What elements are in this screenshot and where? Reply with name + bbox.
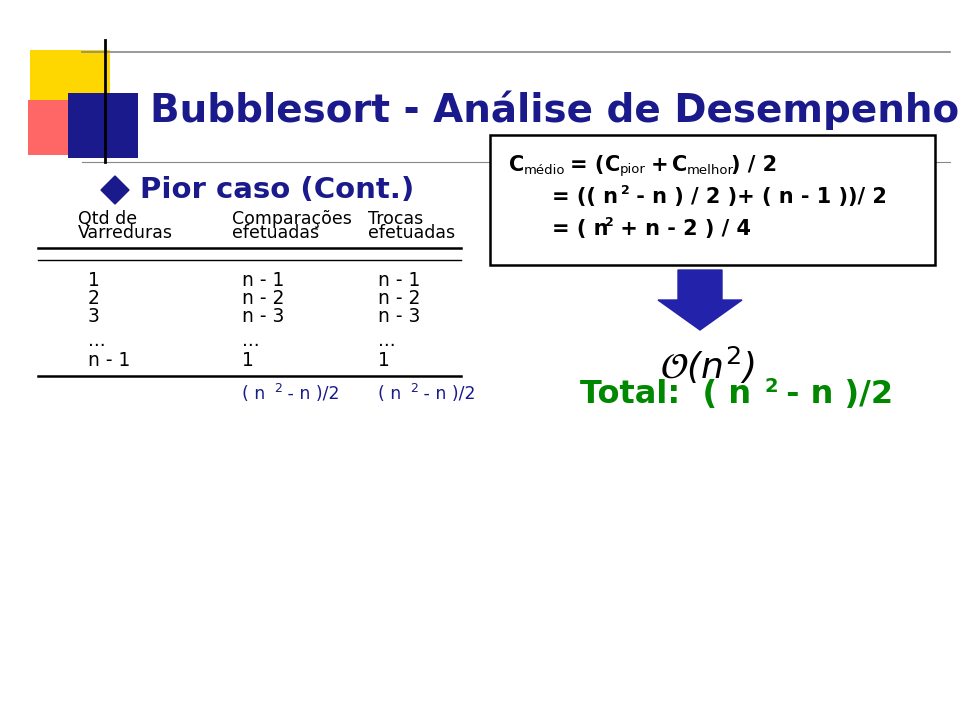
- Text: 2: 2: [410, 382, 418, 395]
- Text: n - 3: n - 3: [242, 307, 284, 325]
- Text: - n ) / 2 )+ ( n - 1 ))/ 2: - n ) / 2 )+ ( n - 1 ))/ 2: [629, 187, 887, 207]
- Text: Total:  ( n: Total: ( n: [580, 379, 751, 410]
- Text: $\mathbf{C}$: $\mathbf{C}$: [508, 155, 524, 175]
- Text: n - 3: n - 3: [378, 307, 420, 325]
- Text: 1: 1: [88, 271, 100, 289]
- Text: Bubblesort - Análise de Desempenho: Bubblesort - Análise de Desempenho: [150, 90, 959, 130]
- Text: - n )/2: - n )/2: [282, 385, 340, 403]
- Text: = ( n: = ( n: [552, 219, 609, 239]
- Text: ...: ...: [378, 330, 396, 349]
- Polygon shape: [101, 176, 129, 204]
- Text: Comparações: Comparações: [232, 210, 352, 228]
- Text: Qtd de: Qtd de: [78, 210, 137, 228]
- Text: + n - 2 ) / 4: + n - 2 ) / 4: [613, 219, 751, 239]
- Text: +: +: [651, 155, 676, 175]
- Text: Pior caso (Cont.): Pior caso (Cont.): [140, 176, 415, 204]
- Text: Trocas: Trocas: [368, 210, 423, 228]
- Text: $\mathcal{O}$($n^2$): $\mathcal{O}$($n^2$): [660, 344, 755, 386]
- Text: 2: 2: [88, 289, 100, 307]
- Text: 2: 2: [765, 377, 779, 395]
- FancyBboxPatch shape: [68, 93, 138, 158]
- Text: melhor: melhor: [687, 163, 734, 176]
- Text: 1: 1: [378, 351, 390, 369]
- Text: n - 1: n - 1: [88, 351, 131, 369]
- Text: Varreduras: Varreduras: [78, 224, 173, 242]
- FancyBboxPatch shape: [28, 100, 93, 155]
- Text: ( n: ( n: [378, 385, 401, 403]
- Text: pior: pior: [620, 163, 646, 176]
- Text: efetuadas: efetuadas: [368, 224, 455, 242]
- Text: n - 1: n - 1: [242, 271, 284, 289]
- Text: - n )/2: - n )/2: [775, 379, 893, 410]
- Text: n - 1: n - 1: [378, 271, 420, 289]
- Text: $\mathbf{C}$: $\mathbf{C}$: [671, 155, 687, 175]
- Text: 1: 1: [242, 351, 253, 369]
- Text: ( n: ( n: [242, 385, 265, 403]
- Polygon shape: [658, 270, 742, 330]
- Text: ...: ...: [242, 330, 259, 349]
- Text: 3: 3: [88, 307, 100, 325]
- Text: = (: = (: [570, 155, 605, 175]
- Text: efetuadas: efetuadas: [232, 224, 319, 242]
- Text: ) / 2: ) / 2: [731, 155, 778, 175]
- Text: - n )/2: - n )/2: [418, 385, 475, 403]
- Text: médio: médio: [524, 163, 565, 176]
- FancyBboxPatch shape: [490, 135, 935, 265]
- Text: ...: ...: [88, 330, 106, 349]
- Text: 2: 2: [621, 184, 630, 197]
- Text: $\mathbf{C}$: $\mathbf{C}$: [604, 155, 620, 175]
- Text: n - 2: n - 2: [378, 289, 420, 307]
- Text: = (( n: = (( n: [552, 187, 618, 207]
- FancyBboxPatch shape: [30, 50, 110, 120]
- Text: 2: 2: [274, 382, 282, 395]
- Text: n - 2: n - 2: [242, 289, 284, 307]
- Text: 2: 2: [605, 217, 613, 230]
